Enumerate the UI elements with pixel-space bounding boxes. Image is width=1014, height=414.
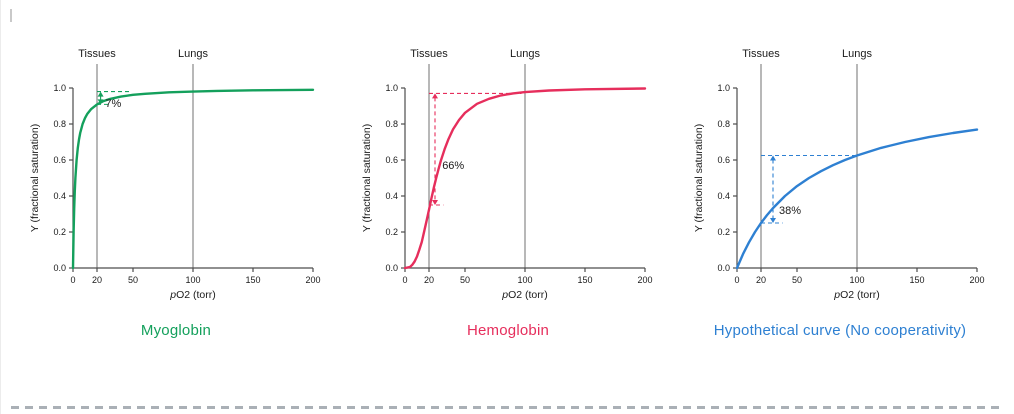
y-tick-label: 0.2 xyxy=(717,227,730,237)
guide-label-tissues: Tissues xyxy=(78,48,116,60)
x-tick-label: 200 xyxy=(305,275,320,285)
panel-hemoglobin: Tissues Lungs 0.0 0.2 0.4 0.6 0.8 1.0 0 20 50 100 15… xyxy=(357,36,659,339)
x-tick-label: 50 xyxy=(128,275,138,285)
y-axis-label: Y (fractional saturation) xyxy=(29,124,41,232)
charts-row: Tissues Lungs 0.0 0.2 0.4 0.6 0.8 1.0 0 20 50 100 15… xyxy=(1,0,1014,339)
x-tick-label: 20 xyxy=(756,275,766,285)
chart-title-hemoglobin: Hemoglobin xyxy=(466,322,550,339)
x-axis-label: pO2 (torr) xyxy=(169,289,216,301)
y-tick-label: 0.2 xyxy=(53,227,66,237)
y-tick-label: 1.0 xyxy=(717,83,730,93)
y-tick-label: 0.6 xyxy=(53,155,66,165)
x-tick-label: 0 xyxy=(734,275,739,285)
y-tick-label: 0.0 xyxy=(53,263,66,273)
y-tick-label: 1.0 xyxy=(53,83,66,93)
saturation-curve xyxy=(403,87,647,270)
annotation-percent-label: 7% xyxy=(105,98,121,110)
y-tick-label: 0.4 xyxy=(53,191,66,201)
chart-myoglobin: Tissues Lungs 0.0 0.2 0.4 0.6 0.8 1.0 0 20 50 100 15… xyxy=(29,48,321,301)
y-tick-label: 0.2 xyxy=(385,227,398,237)
y-tick-label: 0.8 xyxy=(53,119,66,129)
y-axis-label: Y (fractional saturation) xyxy=(361,124,373,232)
x-axis-label: pO2 (torr) xyxy=(833,289,880,301)
annotation-arrowhead-down xyxy=(770,218,776,223)
x-tick-label: 100 xyxy=(185,275,200,285)
guide-label-tissues: Tissues xyxy=(410,48,448,60)
x-tick-label: 50 xyxy=(792,275,802,285)
x-tick-label: 150 xyxy=(577,275,592,285)
x-tick-label: 200 xyxy=(969,275,984,285)
annotation-arrowhead-up xyxy=(97,91,104,97)
annotation-arrowhead-up xyxy=(770,155,776,161)
panel-hypothetical: Tissues Lungs 0.0 0.2 0.4 0.6 0.8 1.0 0 20 50 100 15… xyxy=(689,36,991,339)
y-tick-label: 0.0 xyxy=(717,263,730,273)
x-tick-label: 150 xyxy=(909,275,924,285)
guide-label-tissues: Tissues xyxy=(742,48,780,60)
y-tick-label: 0.8 xyxy=(717,119,730,129)
x-tick-label: 150 xyxy=(245,275,260,285)
x-tick-label: 0 xyxy=(70,275,75,285)
x-tick-label: 100 xyxy=(849,275,864,285)
x-tick-label: 100 xyxy=(517,275,532,285)
guide-label-lungs: Lungs xyxy=(510,48,540,60)
chart-title-hypothetical: Hypothetical curve (No cooperativity) xyxy=(713,322,967,339)
x-tick-label: 20 xyxy=(92,275,102,285)
chart-hemoglobin: Tissues Lungs 0.0 0.2 0.4 0.6 0.8 1.0 0 20 50 100 15… xyxy=(361,48,653,301)
saturation-curve xyxy=(735,128,979,270)
x-tick-label: 20 xyxy=(424,275,434,285)
y-tick-label: 0.6 xyxy=(717,155,730,165)
y-tick-label: 1.0 xyxy=(385,83,398,93)
y-tick-label: 0.6 xyxy=(385,155,398,165)
page-edge-mark xyxy=(10,9,12,22)
y-tick-label: 0.4 xyxy=(717,191,730,201)
annotation-percent-label: 66% xyxy=(442,160,464,172)
x-tick-label: 50 xyxy=(460,275,470,285)
annotation-percent-label: 38% xyxy=(779,205,801,217)
y-tick-label: 0.0 xyxy=(385,263,398,273)
x-tick-label: 0 xyxy=(402,275,407,285)
guide-label-lungs: Lungs xyxy=(842,48,872,60)
guide-label-lungs: Lungs xyxy=(178,48,208,60)
panel-myoglobin: Tissues Lungs 0.0 0.2 0.4 0.6 0.8 1.0 0 20 50 100 15… xyxy=(25,36,327,339)
bottom-dashed-separator xyxy=(11,406,1005,409)
y-tick-label: 0.8 xyxy=(385,119,398,129)
annotation-arrowhead-up xyxy=(432,93,438,99)
x-tick-label: 200 xyxy=(637,275,652,285)
annotation-arrowhead-down xyxy=(97,99,104,105)
y-tick-label: 0.4 xyxy=(385,191,398,201)
y-axis-label: Y (fractional saturation) xyxy=(693,124,705,232)
annotation-arrowhead-down xyxy=(432,200,438,205)
saturation-curve xyxy=(71,88,315,270)
x-axis-label: pO2 (torr) xyxy=(501,289,548,301)
chart-title-myoglobin: Myoglobin xyxy=(140,322,212,339)
chart-hypothetical: Tissues Lungs 0.0 0.2 0.4 0.6 0.8 1.0 0 20 50 100 15… xyxy=(693,48,985,301)
